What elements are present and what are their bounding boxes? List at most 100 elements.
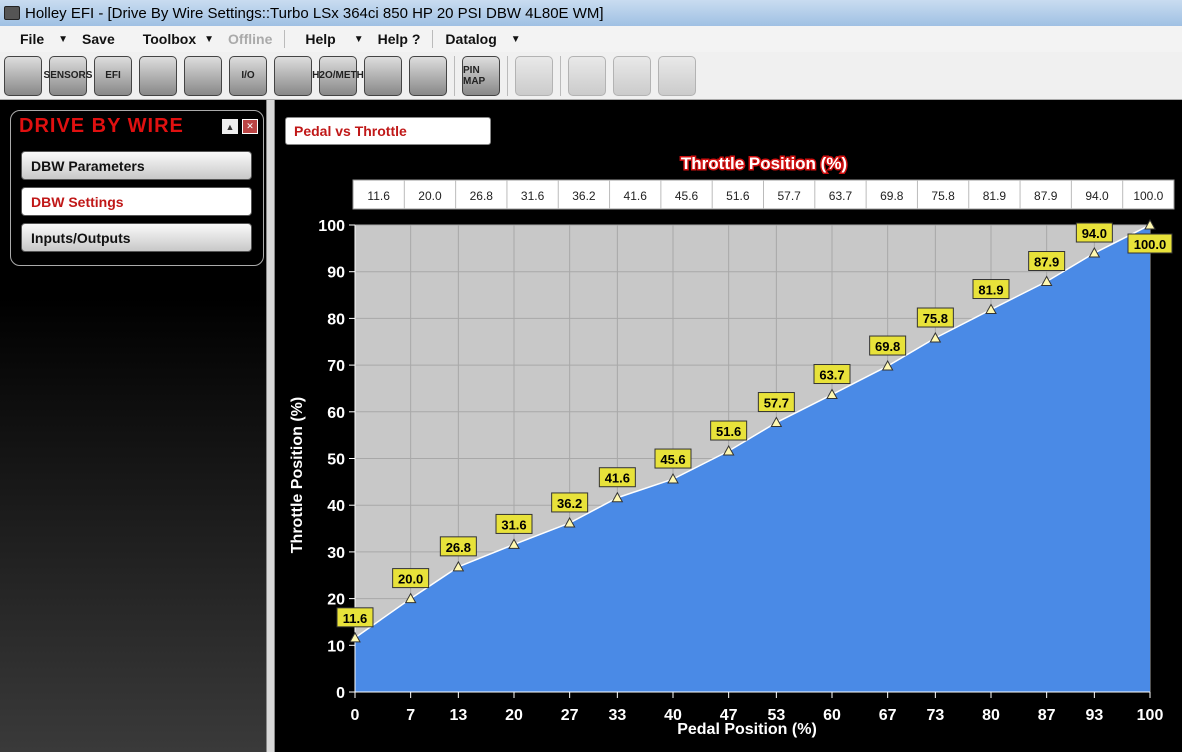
pin-map-button[interactable]: PIN MAP (462, 55, 500, 96)
toolbar-separator (507, 55, 508, 96)
menu-toolbox[interactable]: Toolbox (142, 31, 197, 47)
toolbar: SENSORS EFI I/O H2O/METH PIN MAP (0, 52, 1182, 100)
gauge-button[interactable] (139, 55, 177, 96)
pedal-button[interactable] (409, 55, 447, 96)
spark-plug-button[interactable] (184, 55, 222, 96)
toolbar-separator (560, 55, 561, 96)
table-cell: 75.8 (931, 189, 955, 203)
title-bar: Holley EFI - [Drive By Wire Settings::Tu… (0, 0, 1182, 26)
data-label-box (654, 448, 692, 469)
menu-datalog[interactable]: Datalog (445, 31, 497, 47)
data-label: 11.6 (343, 611, 368, 626)
x-tick-label: 13 (449, 707, 467, 724)
data-point (881, 360, 894, 371)
toolbox-dropdown-icon[interactable]: ▼ (204, 33, 215, 45)
panel-title: DRIVE BY WIRE (19, 115, 184, 137)
clipboard-button[interactable] (568, 55, 606, 96)
y-tick-label: 20 (327, 592, 345, 609)
nav-dbw-settings[interactable]: DBW Settings (21, 187, 252, 216)
data-point (452, 560, 465, 572)
data-label-box (392, 568, 430, 589)
app-icon (4, 6, 20, 20)
data-point (770, 416, 783, 428)
data-point (722, 444, 735, 456)
menu-save[interactable]: Save (82, 31, 115, 47)
water-meth-button[interactable]: H2O/METH (312, 55, 364, 96)
y-tick-label: 0 (336, 685, 345, 702)
x-tick-label: 0 (351, 707, 360, 724)
x-tick-label: 47 (720, 707, 738, 724)
menu-file[interactable]: File (20, 31, 45, 47)
nav-label: DBW Settings (31, 193, 124, 210)
data-label-box (813, 364, 851, 385)
pin-map-icon: PIN MAP (463, 64, 486, 87)
data-label-box (757, 392, 795, 413)
table-cell: 36.2 (572, 189, 596, 203)
y-tick-label: 70 (327, 358, 345, 375)
y-tick-label: 90 (327, 265, 345, 282)
injector-button[interactable] (4, 55, 42, 96)
datalog-dropdown-icon[interactable]: ▼ (510, 33, 521, 45)
x-tick-label: 73 (926, 707, 944, 724)
efi-ecu-button[interactable]: EFI (94, 55, 132, 96)
y-tick-label: 100 (318, 218, 345, 235)
table-cell: 100.0 (1133, 189, 1163, 203)
data-label: 45.6 (660, 452, 685, 467)
data-label: 81.9 (978, 283, 1003, 298)
nav-dbw-parameters[interactable]: DBW Parameters (21, 151, 252, 180)
data-point (349, 631, 361, 643)
nav-inputs-outputs[interactable]: Inputs/Outputs (21, 223, 252, 252)
data-point (508, 538, 520, 549)
sensors-button[interactable]: SENSORS (44, 55, 92, 96)
menu-offline: Offline (228, 31, 273, 47)
dash-gauges-button[interactable] (613, 55, 651, 96)
x-tick-label: 33 (608, 707, 626, 724)
help-dropdown-icon[interactable]: ▼ (353, 33, 364, 45)
io-button[interactable]: I/O (229, 55, 267, 96)
cam-button[interactable] (274, 55, 312, 96)
throttle-line (354, 224, 1151, 639)
panel-splitter[interactable] (266, 100, 275, 752)
table-cell: 41.6 (624, 189, 648, 203)
menu-help[interactable]: Help (305, 31, 336, 47)
data-label: 57.7 (764, 396, 789, 411)
data-label: 75.8 (923, 311, 948, 326)
data-label-box (439, 536, 477, 557)
table-cell: 45.6 (675, 189, 699, 203)
toolbar-separator (454, 55, 455, 96)
dbw-panel: DRIVE BY WIRE ▲ ✕ DBW Parameters DBW Set… (10, 110, 264, 266)
data-label: 26.8 (446, 540, 471, 555)
menu-separator (432, 30, 434, 48)
shifter-button[interactable] (364, 55, 402, 96)
io-icon: I/O (241, 70, 255, 81)
y-tick-label: 60 (327, 405, 345, 422)
nav-label: DBW Parameters (31, 157, 145, 174)
data-label: 20.0 (398, 572, 423, 587)
throttle-area (355, 225, 1150, 692)
data-label-box (710, 420, 748, 441)
y-tick-label: 80 (327, 311, 345, 328)
data-label: 41.6 (605, 471, 630, 486)
data-label-box (1127, 233, 1173, 254)
data-label-box (869, 335, 907, 356)
y-tick-label: 30 (327, 545, 345, 562)
chart-selector[interactable]: Pedal vs Throttle (285, 117, 491, 145)
menu-help-question[interactable]: Help ? (377, 31, 421, 47)
menu-bar: File ▼ Save Toolbox ▼ Offline Help ▼ Hel… (0, 26, 1182, 52)
water-meth-icon: H2O/METH (312, 70, 364, 81)
sync-button[interactable] (515, 55, 553, 96)
data-point (404, 592, 417, 604)
close-icon[interactable]: ✕ (242, 119, 258, 134)
data-label-box (551, 492, 589, 513)
table-cell: 63.7 (829, 189, 853, 203)
waveform-button[interactable] (658, 55, 696, 96)
data-point (611, 491, 624, 503)
collapse-icon[interactable]: ▲ (222, 119, 238, 134)
data-label-box (972, 279, 1010, 300)
x-tick-label: 27 (561, 707, 579, 724)
table-cell: 20.0 (418, 189, 442, 203)
data-point (929, 331, 942, 343)
file-dropdown-icon[interactable]: ▼ (58, 33, 69, 45)
x-tick-label: 53 (767, 707, 785, 724)
table-cell: 81.9 (983, 189, 1007, 203)
